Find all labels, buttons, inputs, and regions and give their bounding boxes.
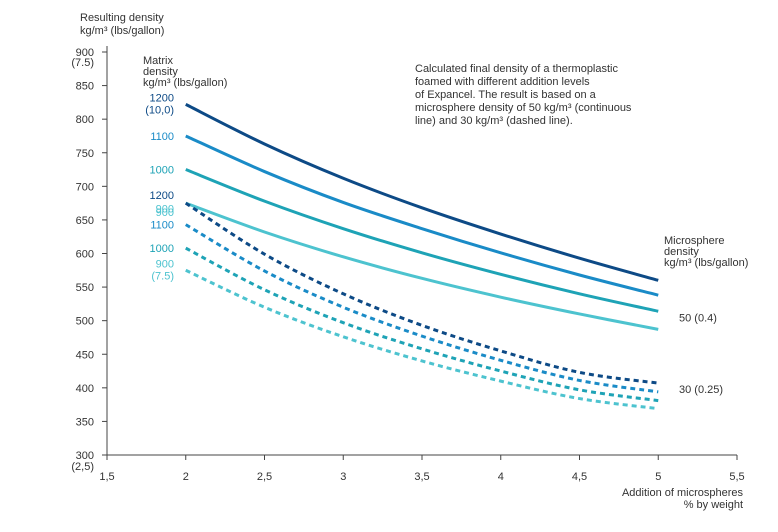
microsphere-group-label: 50 (0.4) (679, 312, 717, 324)
y-tick-label: 850 (76, 81, 94, 93)
series-lines (184, 103, 659, 411)
microsphere-density-heading: kg/m³ (lbs/gallon) (664, 257, 748, 269)
dashed-series-label: 1000 (150, 243, 174, 255)
solid-series-label: 900 (156, 203, 174, 215)
solid-series-line (185, 201, 659, 331)
y-tick-label: 500 (76, 316, 94, 328)
x-axis-title: Addition of microspheres (622, 487, 744, 499)
dashed-series-line (184, 223, 659, 394)
chart-annotation: foamed with different addition levels (415, 76, 590, 88)
y-axis-title: kg/m³ (lbs/gallon) (80, 25, 164, 37)
solid-series-line (185, 103, 659, 282)
y-tick-label: 600 (76, 249, 94, 261)
x-tick-label: 3,5 (414, 471, 429, 483)
chart-annotation: microsphere density of 50 kg/m³ (continu… (415, 102, 632, 114)
y-tick-label: 400 (76, 383, 94, 395)
microsphere-group-label: 30 (0.25) (679, 384, 723, 396)
solid-series-label: 900 (156, 207, 174, 219)
dashed-series-line (184, 201, 659, 385)
solid-series-line (185, 134, 659, 297)
x-tick-label: 5,5 (729, 471, 744, 483)
dashed-series-label: 1100 (150, 220, 174, 232)
solid-series-label: 1100 (150, 131, 174, 143)
x-tick-label: 3 (340, 471, 346, 483)
x-tick-label: 2,5 (257, 471, 272, 483)
microsphere-density-heading: Microsphere (664, 235, 725, 247)
dashed-series-line (185, 246, 659, 403)
y-tick-label: 800 (76, 114, 94, 126)
y-tick-sublabel: (2,5) (71, 461, 94, 473)
solid-series-label: (10,0) (145, 104, 174, 116)
x-tick-label: 4 (498, 471, 504, 483)
microsphere-density-heading: density (664, 246, 699, 258)
x-tick-label: 4,5 (572, 471, 587, 483)
y-tick-label: 450 (76, 349, 94, 361)
y-tick-label: 550 (76, 282, 94, 294)
y-tick-label: 750 (76, 148, 94, 160)
solid-series-label: 1000 (150, 165, 174, 177)
solid-series-line (185, 168, 659, 313)
y-tick-label: 700 (76, 181, 94, 193)
axes: 1,5 2 2,5 3 3,5 4 4,5 5 5,5 300(2,5) 350 400 450 500 5… (71, 46, 745, 483)
dashed-series-label: 1200 (150, 190, 174, 202)
y-tick-sublabel: (7.5) (71, 57, 94, 69)
x-tick-label: 1,5 (99, 471, 114, 483)
x-axis-title: % by weight (684, 499, 743, 511)
matrix-density-heading: Matrix (143, 55, 173, 67)
matrix-density-heading: density (143, 66, 178, 78)
dashed-series-label: 900 (156, 258, 174, 270)
chart-annotation: Calculated final density of a thermoplas… (415, 63, 618, 75)
y-tick-label: 900 (76, 47, 94, 59)
x-tick-label: 2 (183, 471, 189, 483)
y-axis-title: Resulting density (80, 12, 164, 24)
chart-annotation: of Expancel. The result is based on a (415, 89, 597, 101)
y-tick-label: 350 (76, 416, 94, 428)
dashed-series-label: (7.5) (151, 270, 174, 282)
y-tick-label: 650 (76, 215, 94, 227)
y-tick-label: 300 (76, 450, 94, 462)
x-tick-label: 5 (655, 471, 661, 483)
chart-annotation: line) and 30 kg/m³ (dashed line). (415, 115, 573, 127)
matrix-density-heading: kg/m³ (lbs/gallon) (143, 77, 227, 89)
dashed-series-line (185, 268, 659, 411)
solid-series-label: 1200 (150, 92, 174, 104)
